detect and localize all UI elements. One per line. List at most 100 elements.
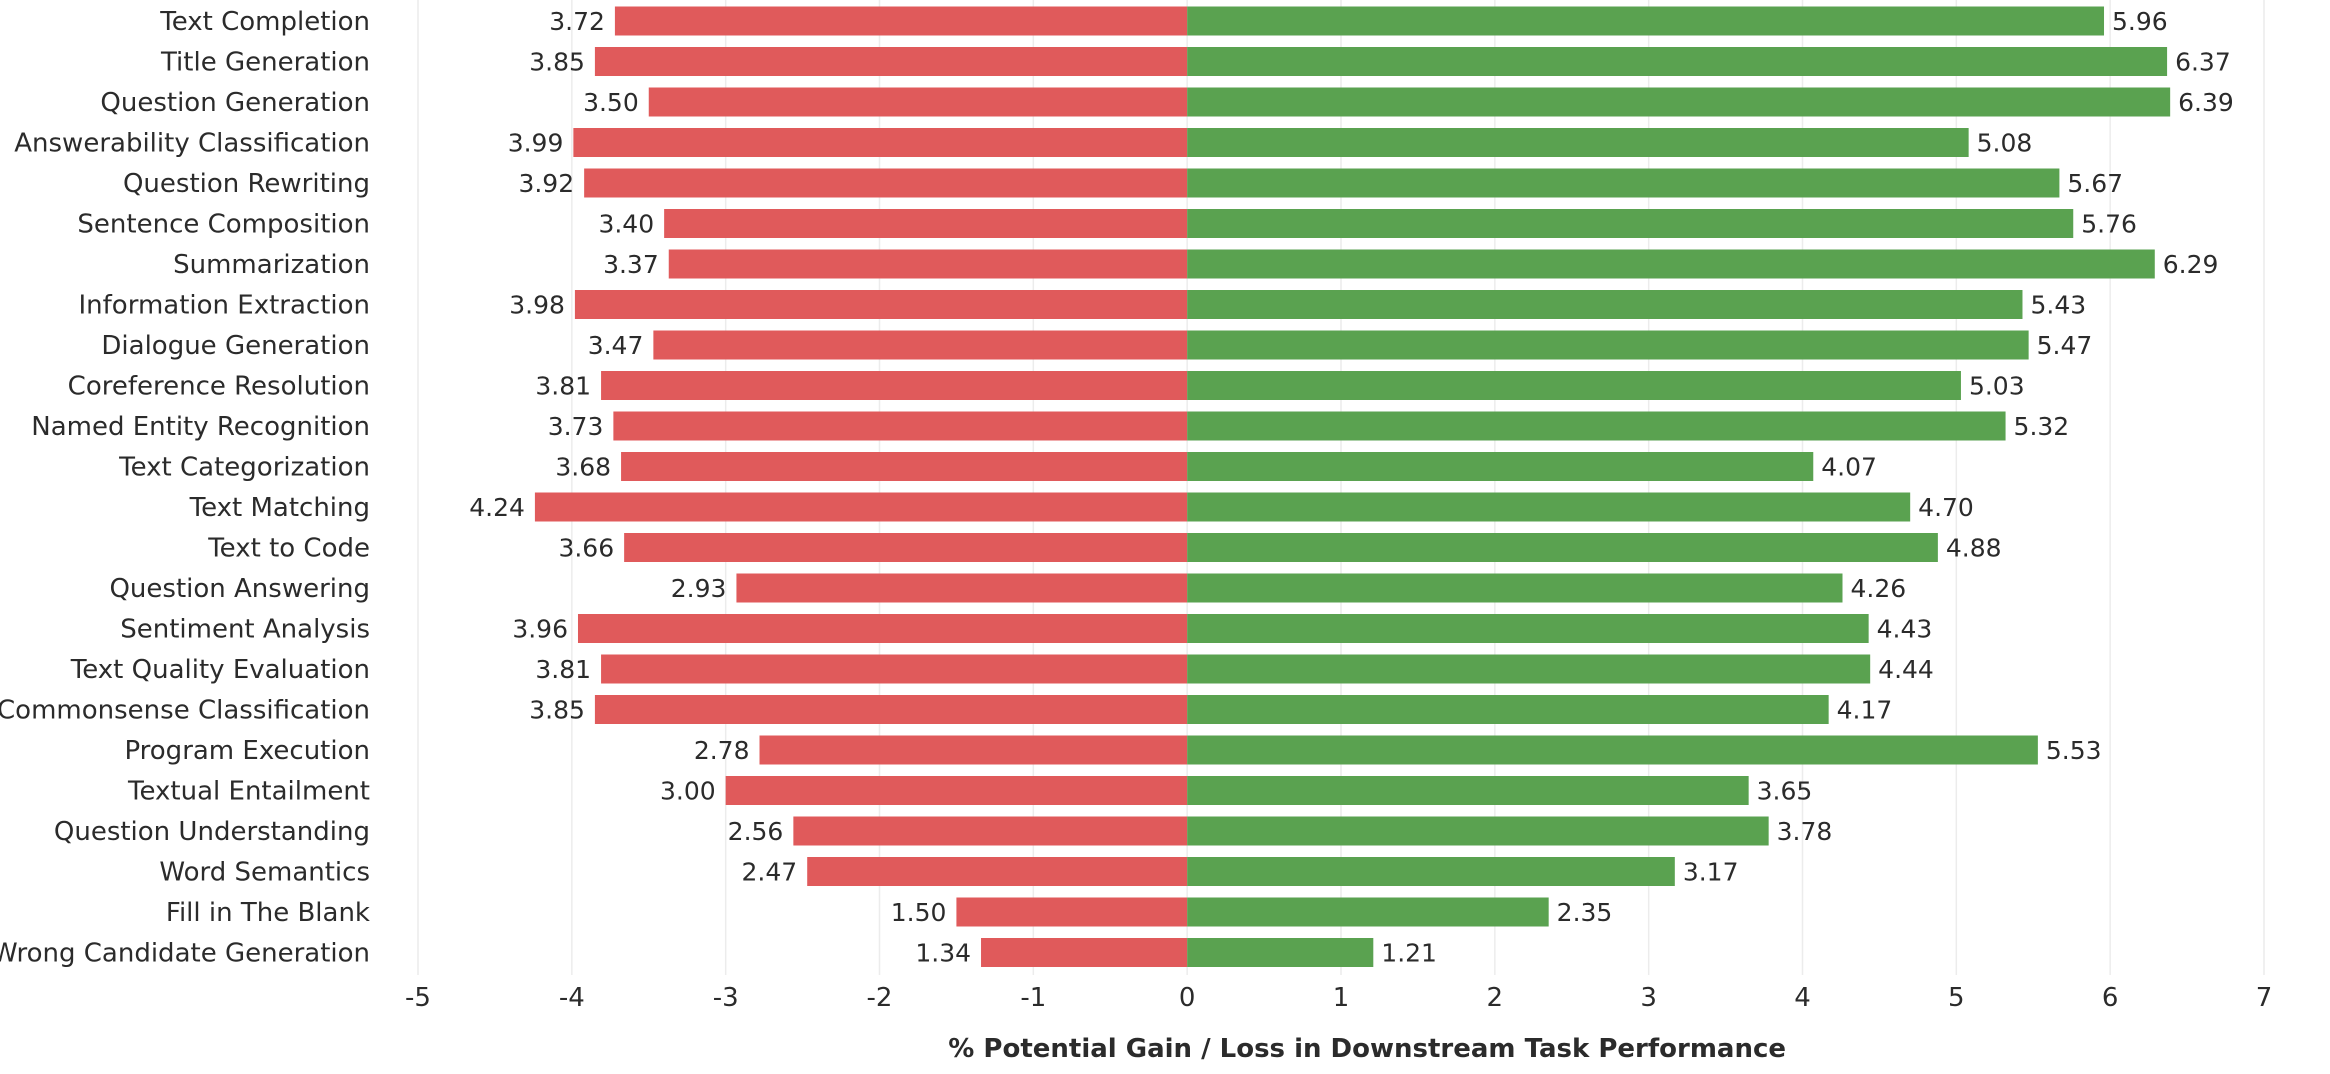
grid-layer xyxy=(417,0,2265,975)
gain-value-label: 4.07 xyxy=(1821,453,1877,482)
loss-bar xyxy=(574,290,1188,319)
loss-bar xyxy=(668,249,1188,279)
category-label: Text Completion xyxy=(159,7,370,37)
loss-value-label: 3.99 xyxy=(508,129,564,158)
loss-bar xyxy=(584,168,1188,198)
loss-value-label: 2.47 xyxy=(742,858,798,887)
loss-value-label: 3.66 xyxy=(558,534,614,563)
category-label: Named Entity Recognition xyxy=(31,412,370,442)
loss-bar xyxy=(956,897,1188,927)
x-axis-title: % Potential Gain / Loss in Downstream Ta… xyxy=(948,1034,1786,1064)
gain-bar xyxy=(1187,897,1549,927)
loss-bar xyxy=(577,614,1188,643)
loss-value-label: 3.81 xyxy=(535,372,591,401)
loss-value-label: 3.72 xyxy=(549,7,605,36)
gain-value-label: 4.17 xyxy=(1837,696,1893,725)
x-tick-label: 7 xyxy=(2256,983,2273,1013)
gain-bar xyxy=(1187,776,1749,805)
gain-value-label: 5.76 xyxy=(2081,210,2137,239)
gain-value-label: 4.43 xyxy=(1877,615,1933,644)
gain-bar xyxy=(1187,87,2171,117)
loss-bar xyxy=(759,735,1188,765)
gain-value-label: 3.17 xyxy=(1683,858,1739,887)
loss-bar xyxy=(624,533,1188,562)
gain-bar xyxy=(1187,573,1843,603)
gain-bar xyxy=(1187,614,1869,643)
loss-value-label: 3.37 xyxy=(603,250,659,279)
loss-bar xyxy=(664,209,1188,238)
category-label: Word Semantics xyxy=(159,858,370,888)
category-label: Text Categorization xyxy=(118,453,370,483)
gain-bar xyxy=(1187,411,2006,441)
loss-value-label: 1.34 xyxy=(915,939,971,968)
gain-bar xyxy=(1187,290,2023,319)
x-tick-label: -4 xyxy=(559,983,585,1013)
x-tick-label: -5 xyxy=(405,983,431,1013)
x-tick-label: 3 xyxy=(1640,983,1657,1013)
category-label: Title Generation xyxy=(160,48,370,78)
value-labels: 3.72 5.96 3.85 6.37 3.50 6.39 3.99 5.08 3.92 5.67… xyxy=(469,7,2234,968)
gain-value-label: 4.26 xyxy=(1850,574,1906,603)
gain-bar xyxy=(1187,128,1969,157)
category-label: Question Understanding xyxy=(54,817,370,847)
category-label: Textual Entailment xyxy=(127,777,370,807)
category-label: Commonsense Classification xyxy=(0,696,370,726)
x-tick-label: 4 xyxy=(1794,983,1811,1013)
loss-bar xyxy=(736,573,1188,603)
loss-value-label: 2.78 xyxy=(694,736,750,765)
category-label: Sentiment Analysis xyxy=(120,615,370,645)
category-label: Coreference Resolution xyxy=(68,372,370,402)
loss-bar xyxy=(807,857,1188,886)
gain-value-label: 4.70 xyxy=(1918,493,1974,522)
gain-bar xyxy=(1187,6,2105,36)
loss-value-label: 2.93 xyxy=(671,574,727,603)
gain-bar xyxy=(1187,654,1871,684)
gain-bar xyxy=(1187,330,2029,360)
loss-bar xyxy=(621,452,1188,481)
gain-bar xyxy=(1187,735,2038,765)
category-label: Question Generation xyxy=(100,88,370,118)
loss-bar xyxy=(981,938,1188,967)
gain-value-label: 3.65 xyxy=(1757,777,1813,806)
loss-bar xyxy=(601,654,1188,684)
gain-bar xyxy=(1187,209,2074,238)
loss-bar xyxy=(594,47,1188,76)
category-label: Answerability Classification xyxy=(14,129,370,159)
loss-value-label: 3.73 xyxy=(548,412,604,441)
loss-value-label: 1.50 xyxy=(891,898,947,927)
loss-value-label: 3.40 xyxy=(598,210,654,239)
loss-bar xyxy=(573,128,1188,157)
gain-bar xyxy=(1187,371,1961,400)
x-tick-label: 6 xyxy=(2102,983,2119,1013)
gain-value-label: 3.78 xyxy=(1777,817,1833,846)
gain-value-label: 4.88 xyxy=(1946,534,2002,563)
loss-bar xyxy=(601,371,1188,400)
x-tick-label: -3 xyxy=(713,983,739,1013)
gain-value-label: 6.39 xyxy=(2178,88,2234,117)
category-label: Question Answering xyxy=(109,574,370,604)
bars-layer xyxy=(534,6,2171,967)
loss-value-label: 3.68 xyxy=(555,453,611,482)
loss-value-label: 3.00 xyxy=(660,777,716,806)
gain-bar xyxy=(1187,695,1829,724)
gain-bar xyxy=(1187,452,1814,481)
loss-value-label: 3.98 xyxy=(509,291,565,320)
loss-bar xyxy=(793,816,1188,846)
loss-value-label: 3.85 xyxy=(529,48,585,77)
loss-value-label: 2.56 xyxy=(728,817,784,846)
x-tick-label: 1 xyxy=(1333,983,1350,1013)
x-tick-label: 0 xyxy=(1179,983,1196,1013)
gain-value-label: 1.21 xyxy=(1381,939,1437,968)
loss-value-label: 4.24 xyxy=(469,493,525,522)
gain-bar xyxy=(1187,492,1911,522)
category-labels: Text Completion Title Generation Question … xyxy=(0,7,370,969)
loss-value-label: 3.50 xyxy=(583,88,639,117)
gain-value-label: 5.96 xyxy=(2112,7,2168,36)
category-label: Information Extraction xyxy=(79,291,371,321)
loss-value-label: 3.85 xyxy=(529,696,585,725)
gain-bar xyxy=(1187,168,2060,198)
x-tick-label: 5 xyxy=(1948,983,1965,1013)
gain-value-label: 5.08 xyxy=(1977,129,2033,158)
